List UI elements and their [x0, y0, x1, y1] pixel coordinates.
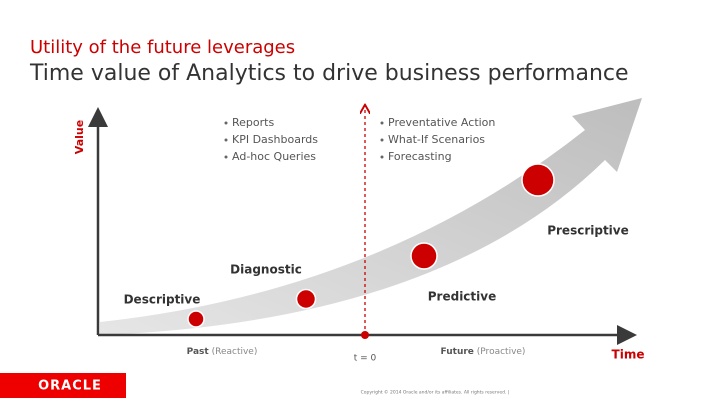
title: Utility of the future leverages: [30, 37, 295, 58]
future-label: Future (Proactive): [441, 347, 526, 357]
subtitle: Time value of Analytics to drive busines…: [29, 61, 629, 86]
x-label: Time: [612, 348, 645, 362]
bullet-dot: [224, 138, 228, 142]
bullet-dot: [380, 138, 384, 142]
bullet-text: Reports: [232, 116, 274, 129]
stage-label: Descriptive: [124, 293, 201, 307]
bullet-dot: [224, 155, 228, 159]
bullet-text: Preventative Action: [388, 116, 495, 129]
bullet-text: What-If Scenarios: [388, 133, 485, 146]
stage-dot: [521, 163, 555, 197]
stage-dot: [187, 310, 205, 328]
logo: ORACLE: [38, 379, 102, 394]
bullet-text: Ad-hoc Queries: [232, 150, 316, 163]
bullet-text: KPI Dashboards: [232, 133, 318, 146]
stage-dot: [295, 288, 317, 310]
past: Past: [187, 347, 210, 357]
bullet-dot: [380, 155, 384, 159]
stage-label: Predictive: [428, 290, 496, 304]
future-note: (Proactive): [477, 347, 526, 357]
bullet-dot: [224, 121, 228, 125]
bullet-dot: [380, 121, 384, 125]
past-label: Past (Reactive): [187, 347, 258, 357]
y-label: Value: [73, 120, 86, 154]
past-note: (Reactive): [212, 347, 258, 357]
stage-dots: [187, 163, 555, 328]
growth-arrow: [100, 98, 642, 335]
stage-label: Prescriptive: [547, 224, 629, 238]
stage-dot: [410, 242, 438, 270]
logo-box: [0, 373, 126, 398]
now-label: t = 0: [354, 354, 377, 364]
stage-label: Diagnostic: [230, 263, 302, 277]
copyright: Copyright © 2014 Oracle and/or its affil…: [361, 389, 510, 396]
bullets-past: Reports KPI Dashboards Ad-hoc Queries: [224, 116, 318, 163]
future: Future: [441, 347, 474, 357]
bullets-future: Preventative Action What-If Scenarios Fore…: [380, 116, 495, 163]
bullet-text: Forecasting: [388, 150, 452, 163]
now-dot: [361, 331, 369, 339]
